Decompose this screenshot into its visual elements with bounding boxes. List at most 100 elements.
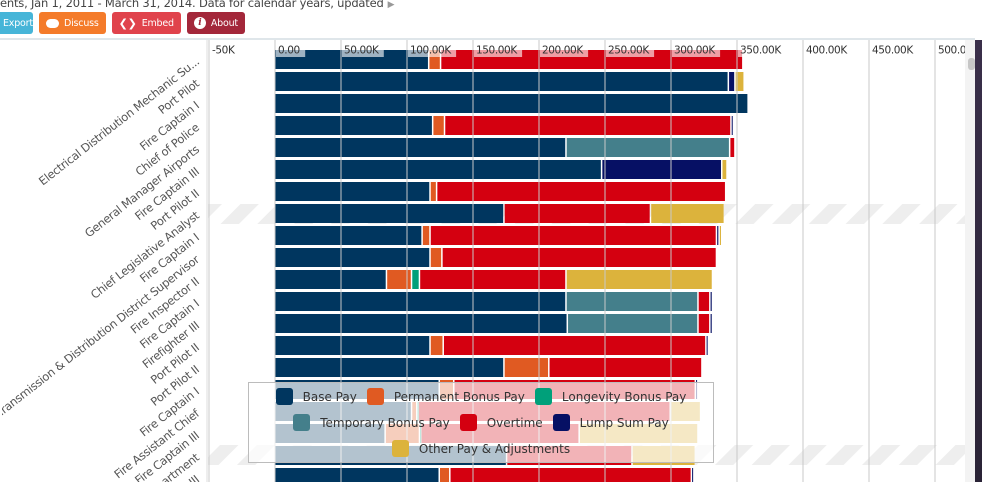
bar-segment[interactable] [275,50,428,69]
x-tick-label: -50K [212,45,236,57]
bar-segment[interactable] [698,292,710,311]
bar-segment[interactable] [429,50,440,69]
bar-segment[interactable] [710,292,712,311]
legend-row: Other Pay & Adjustments [249,440,713,457]
legend-item-other-pay[interactable]: Other Pay & Adjustments [391,440,570,457]
tick-label-bg [672,42,721,57]
bar-segment[interactable] [275,138,566,157]
bar-segment[interactable] [275,94,748,113]
subtitle-text: ents, Jan 1, 2011 - March 31, 2014. Data… [0,0,384,10]
legend-swatch [293,414,311,431]
header-divider [0,38,975,40]
bar-segment[interactable] [275,226,422,245]
legend-item-overtime[interactable]: Overtime [459,414,543,431]
bar-segment[interactable] [275,292,566,311]
bar-segment[interactable] [442,248,716,267]
bar-segment[interactable] [504,204,650,223]
x-tick-label: 100.00K [410,45,452,57]
about-button[interactable]: i About [186,12,245,34]
bar-segment[interactable] [730,138,735,157]
toolbar: Export Discuss ❮❯ Embed i About [0,12,245,34]
bar-segment[interactable] [275,468,439,482]
expand-arrow-icon[interactable]: ▶ [387,0,395,10]
tick-label-bg [804,42,853,57]
legend-swatch [391,440,409,457]
x-tick-label: 450.00K [872,45,914,57]
legend-swatch [459,414,477,431]
bar-segment[interactable] [568,314,698,333]
bar-segment[interactable] [275,182,430,201]
x-tick-label: 350.00K [740,45,782,57]
bar-segment[interactable] [275,72,728,91]
bar-segment[interactable] [698,314,710,333]
bar-segment[interactable] [422,226,430,245]
bar-segment[interactable] [437,182,725,201]
about-label: About [210,17,238,29]
bar-segment[interactable] [566,292,698,311]
bar-segment[interactable] [450,468,691,482]
embed-label: Embed [141,17,174,29]
bar-segment[interactable] [443,336,706,355]
bar-segment[interactable] [504,358,549,377]
bar-segment[interactable] [275,336,430,355]
tick-label-bg [870,42,919,57]
tick-label-bg [606,42,655,57]
tick-label-bg [210,42,240,57]
legend-label: Overtime [486,415,543,430]
bar-segment[interactable] [735,72,744,91]
bar-segment[interactable] [430,336,443,355]
bar-segment[interactable] [430,248,442,267]
bar-segment[interactable] [651,204,724,223]
bar-segment[interactable] [275,270,386,289]
bar-segment[interactable] [420,270,566,289]
bar-segment[interactable] [692,468,694,482]
bar-segment[interactable] [566,270,712,289]
x-tick-label: 150.00K [476,45,518,57]
bar-segment[interactable] [412,270,419,289]
bar-segment[interactable] [717,226,719,245]
bar-segment[interactable] [566,138,729,157]
legend-row: Base Pay Permanent Bonus Pay Longevity B… [249,388,713,405]
legend-item-longevity-bonus-pay[interactable]: Longevity Bonus Pay [534,388,686,405]
legend-item-lump-sum-pay[interactable]: Lump Sum Pay [552,414,669,431]
vertical-scrollbar[interactable] [965,40,975,482]
bar-segment[interactable] [430,226,716,245]
bar-segment[interactable] [549,358,702,377]
bar-segment[interactable] [602,160,721,179]
bar-segment[interactable] [387,270,411,289]
bar-segment[interactable] [275,358,504,377]
bar-segment[interactable] [430,182,436,201]
legend-label: Permanent Bonus Pay [393,389,525,404]
x-tick-label: 50.00K [344,45,380,57]
legend-item-base-pay[interactable]: Base Pay [275,388,357,405]
bar-segment[interactable] [275,248,430,267]
bar-segment[interactable] [275,116,432,135]
scrollbar-thumb[interactable] [968,58,975,70]
bar-segment[interactable] [433,116,444,135]
bar-segment[interactable] [275,204,504,223]
x-tick-label: 250.00K [608,45,650,57]
discuss-button[interactable]: Discuss [39,12,106,34]
bar-segment[interactable] [706,336,708,355]
bar-segment[interactable] [445,116,731,135]
bar-segment[interactable] [440,468,450,482]
bar-segment[interactable] [710,314,712,333]
legend-item-permanent-bonus-pay[interactable]: Permanent Bonus Pay [366,388,525,405]
bar-segment[interactable] [731,116,733,135]
tick-label-bg [408,42,457,57]
bar-segment[interactable] [719,226,721,245]
tick-label-bg [276,42,306,57]
window-edge [975,40,982,482]
legend-swatch [552,414,570,431]
export-button[interactable]: Export [0,12,33,34]
bar-segment[interactable] [275,314,567,333]
page-subtitle: ents, Jan 1, 2011 - March 31, 2014. Data… [0,0,395,10]
tick-label-bg [474,42,523,57]
bar-segment[interactable] [729,72,735,91]
discuss-label: Discuss [64,17,99,29]
bar-segment[interactable] [722,160,727,179]
embed-button[interactable]: ❮❯ Embed [111,12,181,34]
legend-item-temporary-bonus-pay[interactable]: Temporary Bonus Pay [293,414,450,431]
legend-row: Temporary Bonus Pay Overtime Lump Sum Pa… [249,414,713,431]
bar-segment[interactable] [275,160,601,179]
